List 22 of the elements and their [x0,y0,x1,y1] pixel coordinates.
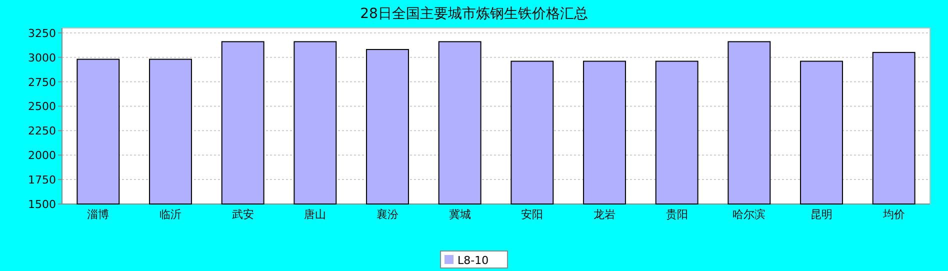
x-tick-label: 哈尔滨 [732,208,766,221]
x-tick-label: 龙岩 [594,208,616,221]
x-tick-label: 贵阳 [666,208,688,221]
y-tick-label: 3000 [28,51,56,64]
y-tick-label: 2250 [28,124,56,138]
x-tick-label: 襄汾 [376,208,398,221]
x-tick-label: 均价 [882,208,905,221]
y-tick-label: 1500 [28,198,56,211]
y-tick-label: 3250 [28,26,56,40]
y-tick-label: 2000 [28,149,56,162]
x-tick-label: 淄博 [87,208,110,221]
x-tick-label: 武安 [232,208,254,221]
y-tick-label: 2750 [28,76,56,89]
chart-title: 28日全国主要城市炼钢生铁价格汇总 [360,6,588,22]
legend: L8-10 [440,250,508,268]
x-tick-label: 冀城 [448,208,471,221]
y-tick-label: 2500 [28,100,56,114]
x-tick-label: 安阳 [521,208,544,221]
x-tick-label: 昆明 [810,208,832,221]
x-tick-label: 唐山 [304,208,326,221]
y-tick-label: 1750 [28,174,56,187]
x-tick-label: 临沂 [160,208,182,221]
